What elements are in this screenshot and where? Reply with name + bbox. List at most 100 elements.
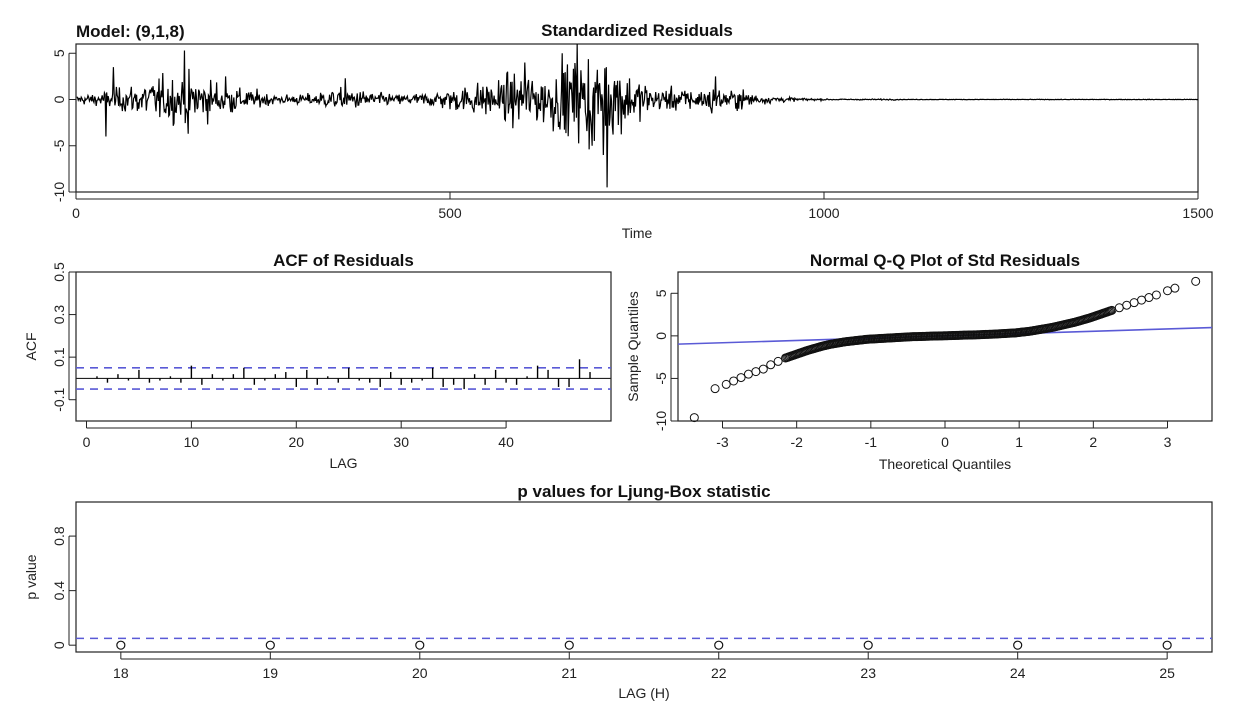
ljungbox-ytick-label: 0 — [51, 641, 67, 649]
acf-plot-frame — [75, 271, 612, 422]
ljungbox-ytick-label: 0.8 — [51, 526, 67, 546]
qq-ytick-label: -5 — [653, 372, 669, 385]
qq-xtick-label: -3 — [716, 434, 729, 450]
qq-point — [877, 333, 887, 343]
qq-point — [840, 337, 850, 347]
qq-point — [936, 331, 946, 341]
residuals-xtick-label: 1500 — [1182, 205, 1213, 221]
qq-xtick-label: 2 — [1089, 434, 1097, 450]
qq-xlabel: Theoretical Quantiles — [879, 456, 1011, 472]
residuals-panel: Standardized Residuals 0 500 1000 1500 -10 -5 0… — [51, 21, 1214, 241]
qq-point — [1151, 290, 1161, 300]
qq-title: Normal Q-Q Plot of Std Residuals — [810, 251, 1080, 270]
qq-point — [1170, 283, 1180, 293]
residuals-xlabel: Time — [622, 225, 653, 241]
qq-point — [721, 379, 731, 389]
ljungbox-ytick-label: 0.4 — [51, 581, 67, 601]
qq-xtick-label: 0 — [941, 434, 949, 450]
residuals-ytick-label: -10 — [51, 182, 67, 202]
qq-point — [892, 333, 902, 343]
acf-ytick-label: 0.1 — [51, 347, 67, 367]
acf-ytick-label: 0.5 — [51, 262, 67, 282]
qq-xtick-label: 3 — [1164, 434, 1172, 450]
qq-point — [736, 373, 746, 383]
residuals-xtick-label: 0 — [72, 205, 80, 221]
qq-point — [899, 332, 909, 342]
qq-point — [1137, 295, 1147, 305]
ljungbox-xtick-label: 20 — [412, 665, 428, 681]
qq-point — [966, 330, 976, 340]
model-label: Model: (9,1,8) — [76, 22, 185, 41]
acf-xlabel: LAG — [329, 455, 357, 471]
residuals-plot-frame — [75, 43, 1199, 193]
acf-xtick-label: 20 — [289, 434, 305, 450]
ljungbox-point — [1162, 640, 1172, 650]
qq-point — [1191, 276, 1201, 286]
ljungbox-point — [863, 640, 873, 650]
qq-point — [1129, 298, 1139, 308]
residuals-ytick-label: -5 — [51, 139, 67, 152]
qq-point — [773, 356, 783, 366]
qq-point — [870, 334, 880, 344]
ljungbox-point — [415, 640, 425, 650]
ljungbox-xtick-label: 24 — [1010, 665, 1026, 681]
acf-xtick-label: 10 — [184, 434, 200, 450]
qq-point — [951, 330, 961, 340]
ljungbox-panel: p values for Ljung-Box statistic 18 19 20 21… — [23, 482, 1213, 701]
qq-point — [988, 329, 998, 339]
ljungbox-xtick-label: 25 — [1159, 665, 1175, 681]
qq-point — [729, 376, 739, 386]
ljungbox-title: p values for Ljung-Box statistic — [517, 482, 770, 501]
residuals-xtick-label: 1000 — [808, 205, 839, 221]
ljungbox-point — [564, 640, 574, 650]
acf-ylabel: ACF — [23, 333, 39, 361]
qq-point — [1018, 327, 1028, 337]
qq-point — [751, 367, 761, 377]
acf-xtick-label: 40 — [498, 434, 514, 450]
ljungbox-plot-frame — [75, 501, 1213, 653]
residuals-xtick-label: 500 — [438, 205, 462, 221]
qq-xtick-label: -2 — [790, 434, 803, 450]
acf-title: ACF of Residuals — [273, 251, 414, 270]
residuals-ytick-label: 0 — [51, 95, 67, 103]
ljungbox-point — [1013, 640, 1023, 650]
qq-point — [743, 369, 753, 379]
qq-point — [758, 364, 768, 374]
qq-point — [855, 335, 865, 345]
qq-ytick-label: 5 — [653, 289, 669, 297]
qq-point — [710, 384, 720, 394]
acf-xtick-label: 30 — [393, 434, 409, 450]
qq-xtick-label: -1 — [865, 434, 878, 450]
qq-point — [944, 331, 954, 341]
ljungbox-ylabel: p value — [23, 554, 39, 599]
qq-point — [907, 332, 917, 342]
qq-point — [1163, 286, 1172, 296]
qq-ytick-label: 0 — [653, 332, 669, 340]
residuals-series-line — [76, 43, 1199, 188]
qq-point — [884, 333, 894, 343]
qq-ylabel: Sample Quantiles — [625, 291, 641, 402]
qq-point — [914, 332, 924, 342]
ljungbox-point — [116, 640, 126, 650]
qq-point — [959, 330, 969, 340]
qq-point — [847, 336, 857, 346]
acf-xtick-label: 0 — [83, 434, 91, 450]
qq-point — [921, 331, 931, 341]
ljungbox-point — [265, 640, 275, 650]
qq-point — [981, 329, 991, 339]
qq-plot-frame — [677, 271, 1213, 422]
qq-point — [1122, 300, 1132, 310]
ljungbox-xtick-label: 19 — [263, 665, 279, 681]
acf-ytick-label: -0.1 — [51, 387, 67, 411]
qq-point — [766, 360, 776, 370]
ljungbox-point — [714, 640, 724, 650]
qq-point — [1003, 328, 1013, 338]
qq-panel: Normal Q-Q Plot of Std Residuals-3 -2 -1 0 1… — [625, 251, 1213, 472]
qq-point — [862, 334, 872, 344]
acf-ytick-label: 0.3 — [51, 305, 67, 325]
residuals-title: Standardized Residuals — [541, 21, 733, 40]
qq-ytick-label: -10 — [653, 411, 669, 431]
qq-point — [689, 413, 699, 423]
ljungbox-xtick-label: 23 — [860, 665, 876, 681]
qq-point — [996, 329, 1006, 339]
